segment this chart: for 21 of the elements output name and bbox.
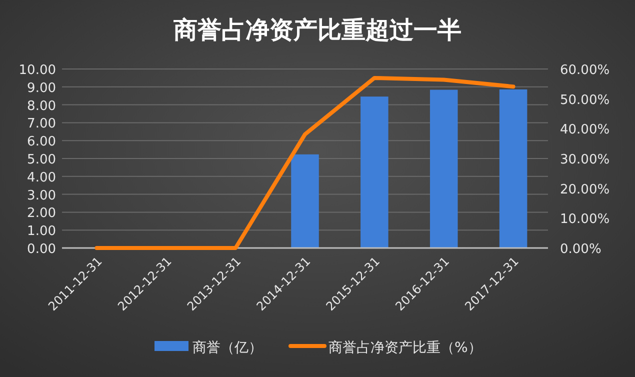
y-tick-label: 4.00 — [27, 170, 56, 186]
y2-tick-label: 60.00% — [560, 63, 610, 78]
y-tick-label: 10.00 — [18, 63, 56, 78]
y-tick-label: 2.00 — [27, 206, 56, 222]
y-tick-label: 5.00 — [27, 152, 56, 168]
y2-tick-label: 30.00% — [560, 152, 610, 168]
y-tick-label: 7.00 — [27, 116, 56, 132]
y-tick-label: 8.00 — [27, 98, 56, 114]
y2-tick-label: 50.00% — [560, 92, 610, 108]
y2-tick-label: 10.00% — [560, 212, 610, 228]
y2-tick-label: 0.00% — [560, 242, 602, 257]
y-tick-label: 3.00 — [27, 188, 56, 204]
legend-label: 商誉占净资产比重（%） — [328, 340, 482, 356]
y-tick-label: 0.00 — [27, 242, 56, 257]
y2-tick-label: 20.00% — [560, 182, 610, 198]
y-tick-label: 1.00 — [27, 224, 56, 240]
y-tick-label: 6.00 — [27, 134, 56, 150]
chart-title: 商誉占净资产比重超过一半 — [172, 16, 462, 44]
y2-tick-label: 40.00% — [560, 122, 610, 138]
legend-label: 商誉（亿） — [192, 340, 262, 356]
y-tick-label: 9.00 — [27, 80, 56, 96]
